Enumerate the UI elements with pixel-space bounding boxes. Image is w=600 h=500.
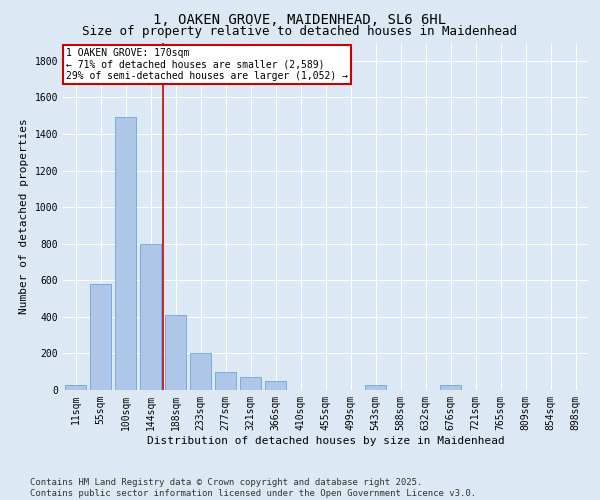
Bar bbox=[165, 315, 186, 390]
X-axis label: Distribution of detached houses by size in Maidenhead: Distribution of detached houses by size … bbox=[146, 436, 505, 446]
Y-axis label: Number of detached properties: Number of detached properties bbox=[19, 118, 29, 314]
Bar bbox=[140, 244, 161, 390]
Bar bbox=[265, 381, 286, 390]
Bar bbox=[115, 118, 136, 390]
Text: Contains HM Land Registry data © Crown copyright and database right 2025.
Contai: Contains HM Land Registry data © Crown c… bbox=[30, 478, 476, 498]
Bar bbox=[365, 384, 386, 390]
Bar bbox=[90, 284, 111, 390]
Bar bbox=[190, 354, 211, 390]
Text: 1 OAKEN GROVE: 170sqm
← 71% of detached houses are smaller (2,589)
29% of semi-d: 1 OAKEN GROVE: 170sqm ← 71% of detached … bbox=[65, 48, 347, 81]
Bar bbox=[240, 377, 261, 390]
Text: Size of property relative to detached houses in Maidenhead: Size of property relative to detached ho… bbox=[83, 25, 517, 38]
Text: 1, OAKEN GROVE, MAIDENHEAD, SL6 6HL: 1, OAKEN GROVE, MAIDENHEAD, SL6 6HL bbox=[154, 12, 446, 26]
Bar bbox=[215, 372, 236, 390]
Bar bbox=[440, 384, 461, 390]
Bar bbox=[65, 384, 86, 390]
